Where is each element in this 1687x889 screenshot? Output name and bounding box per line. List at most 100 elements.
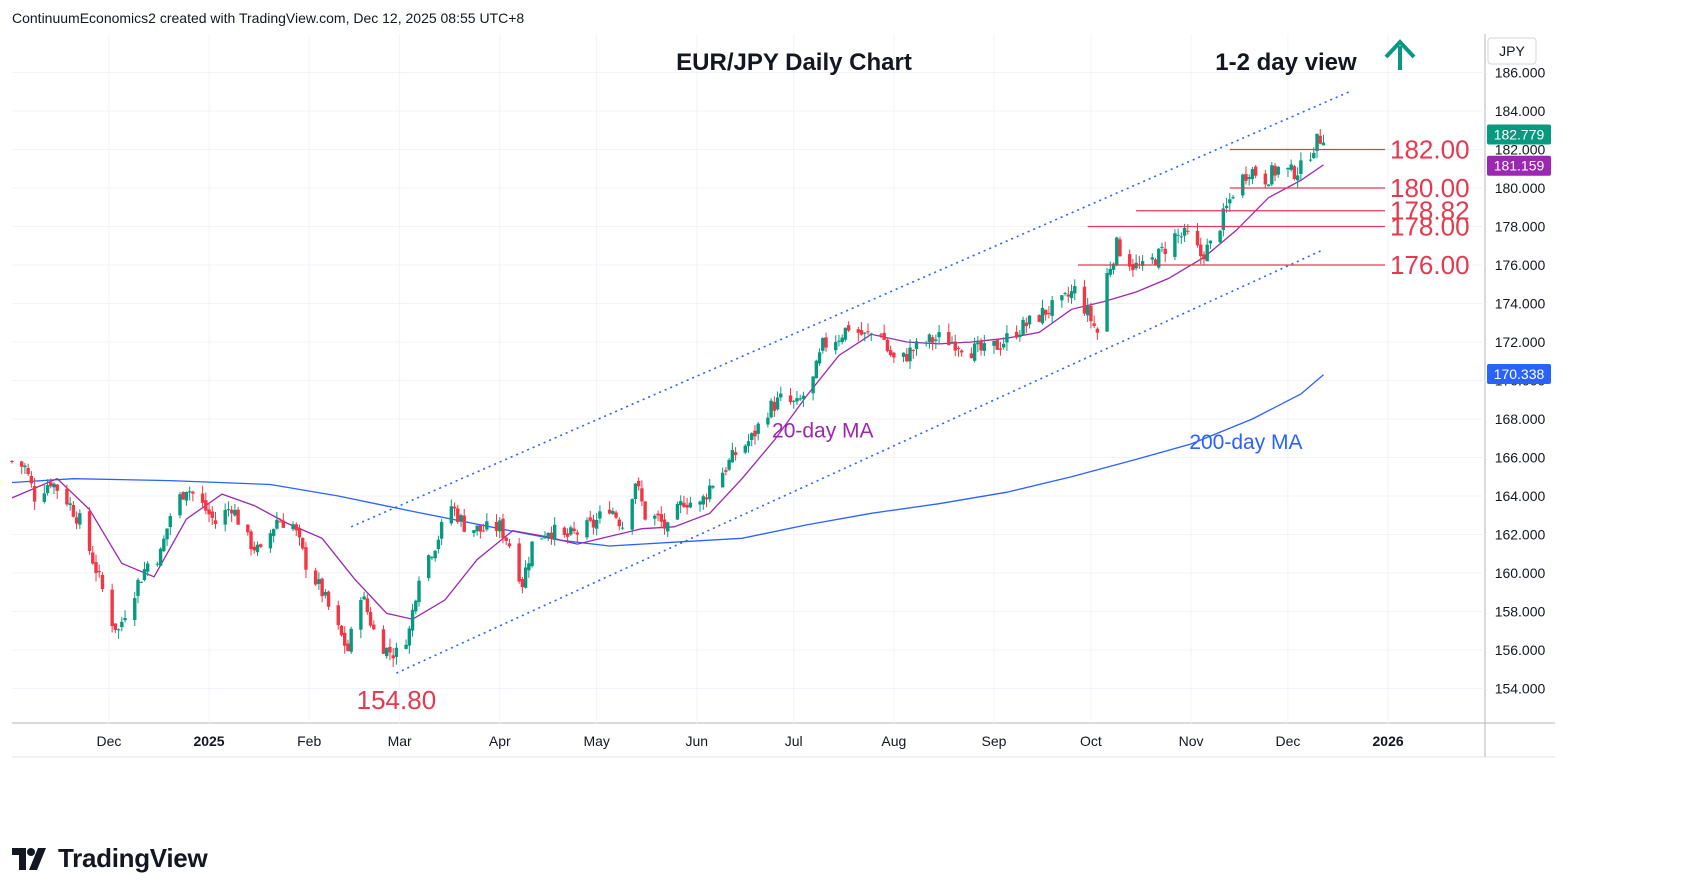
candle-body: [278, 521, 282, 523]
candle-body: [1205, 244, 1209, 262]
price-tag: [1487, 363, 1551, 384]
candle-body: [959, 350, 964, 353]
candle-body: [346, 643, 350, 651]
candle-body: [1231, 197, 1235, 199]
candle-body: [485, 521, 489, 530]
candle-body: [1273, 165, 1277, 176]
candle-body: [507, 543, 512, 547]
y-axis-ticks: 154.000 156.000 158.000 160.000 162.000 164.0…: [1495, 65, 1546, 697]
candle-body: [281, 520, 286, 528]
candle-body: [1276, 166, 1280, 175]
candle-body: [498, 520, 502, 532]
candle-body: [223, 509, 227, 525]
candle-body: [97, 571, 101, 573]
candle-body: [1270, 165, 1274, 185]
candle-body: [204, 500, 208, 511]
candle-body: [1082, 286, 1087, 314]
candle-body: [1050, 300, 1054, 316]
candle-body: [433, 550, 437, 559]
candle-body: [139, 581, 143, 583]
x-tick-label: Jun: [686, 733, 709, 749]
candle-body: [191, 491, 195, 494]
candle-body: [1089, 305, 1093, 322]
candle-body: [640, 488, 644, 502]
candle-body: [336, 605, 340, 626]
x-tick-label: Sep: [982, 733, 1007, 749]
grid-lines: [12, 34, 1485, 723]
candle-body: [1163, 248, 1167, 255]
candle-body: [1199, 244, 1203, 257]
candle-body: [798, 398, 802, 400]
ma200-path: [11, 374, 1324, 547]
candle-body: [372, 624, 376, 630]
candle-body: [656, 513, 660, 516]
candle-body: [1202, 254, 1206, 260]
candle-body: [1001, 343, 1006, 348]
candle-body: [1253, 166, 1258, 176]
candle-body: [113, 623, 118, 630]
candle-body: [52, 483, 56, 488]
candle-body: [756, 423, 760, 434]
candle-body: [1111, 263, 1116, 270]
y-tick-label: 184.000: [1495, 103, 1546, 119]
candle-body: [100, 574, 105, 589]
candle-body: [1024, 322, 1029, 327]
x-axis-ticks: Dec 2025 Feb Mar Apr May Jun Jul Aug Sep Oct Nov Dec…: [96, 733, 1403, 749]
candle-body: [546, 532, 550, 537]
candle-body: [259, 544, 263, 547]
candle-body: [229, 509, 234, 514]
candle-body: [187, 491, 192, 493]
candle-body: [630, 499, 634, 530]
candle-body: [1224, 205, 1229, 209]
candle-body: [1014, 331, 1019, 338]
candle-body: [892, 352, 896, 358]
candle-body: [633, 483, 638, 500]
candle-body: [168, 516, 172, 528]
level-label: 178.00: [1390, 212, 1470, 242]
candle-body: [1160, 246, 1164, 248]
candle-body: [662, 519, 667, 529]
candle-body: [1127, 254, 1132, 267]
candle-body: [540, 538, 544, 540]
candle-body: [1186, 230, 1190, 232]
candle-body: [452, 506, 457, 509]
candle-body: [339, 625, 344, 636]
level-label: 180.00: [1390, 173, 1470, 203]
candle-body: [617, 519, 621, 527]
level-label: 178.82: [1390, 196, 1470, 226]
candle-body: [552, 524, 557, 540]
candle-body: [569, 527, 573, 535]
candle-body: [675, 503, 680, 520]
candle-body: [766, 417, 770, 425]
candle-body: [811, 376, 815, 394]
candle-body: [494, 521, 499, 531]
candle-body: [1037, 315, 1041, 322]
candle-body: [323, 591, 328, 596]
candle-body: [879, 334, 883, 336]
candle-body: [427, 555, 431, 579]
candle-body: [1308, 159, 1313, 161]
candle-body: [801, 395, 806, 399]
candle-body: [1063, 293, 1067, 295]
candle-body: [530, 541, 534, 567]
x-tick-label: Feb: [297, 733, 321, 749]
candle-body: [979, 340, 983, 351]
candle-body: [19, 461, 24, 467]
candle-body: [1244, 173, 1248, 181]
candle-body: [165, 528, 169, 540]
candle-body: [688, 502, 693, 508]
candle-body: [562, 527, 567, 535]
currency-badge[interactable]: [1487, 37, 1537, 65]
tradingview-logo[interactable]: TradingView: [12, 843, 208, 874]
candle-body: [1247, 177, 1251, 179]
channel-upper-line: [350, 91, 1350, 528]
y-tick-label: 158.000: [1495, 604, 1546, 620]
candle-body: [520, 579, 525, 588]
candle-body: [720, 472, 725, 488]
candle-body: [430, 557, 434, 559]
candle-body: [1182, 228, 1187, 236]
candle-body: [158, 548, 163, 566]
candle-body: [45, 485, 50, 494]
candle-body: [704, 497, 709, 500]
